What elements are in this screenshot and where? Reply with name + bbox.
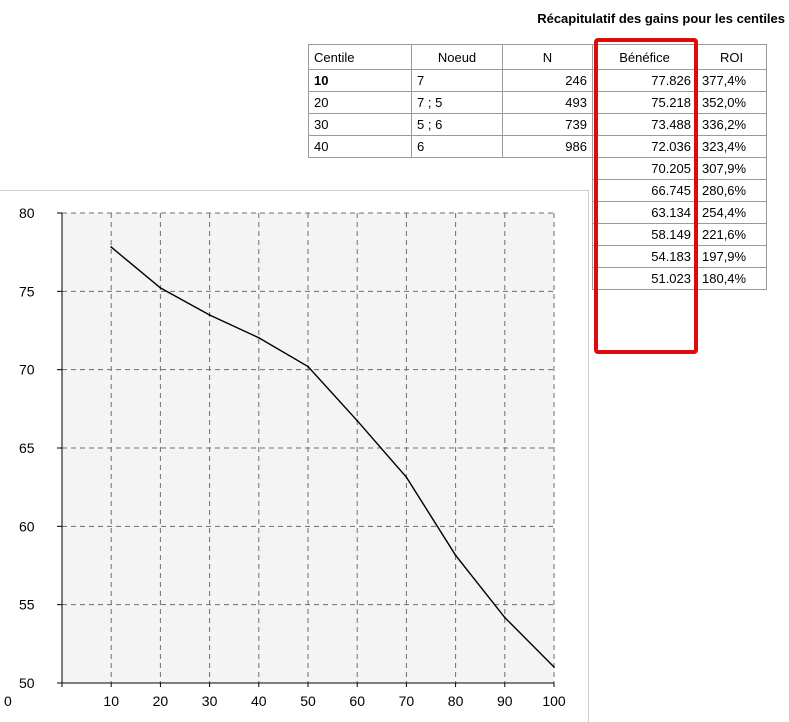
cell-benefice: 70.205 [592, 157, 697, 180]
x-tick-label: 30 [202, 693, 218, 709]
y-tick-label: 65 [19, 440, 35, 456]
cell-benefice: 77.826 [592, 69, 697, 92]
cell-roi: 377,4% [696, 69, 767, 92]
table-row: 30 5 ; 6 739 73.488 336,2% [308, 113, 767, 136]
y-tick-label: 60 [19, 518, 35, 534]
x-tick-label: 90 [497, 693, 513, 709]
y-tick-label: 75 [19, 283, 35, 299]
header-roi: ROI [696, 44, 767, 70]
x-tick-label: 70 [399, 693, 415, 709]
cell-roi: 307,9% [696, 157, 767, 180]
y-tick-label: 70 [19, 362, 35, 378]
cell-n [503, 158, 593, 180]
cell-benefice: 66.745 [592, 179, 697, 202]
data-point [307, 365, 309, 368]
x-tick-label: 40 [251, 693, 267, 709]
cell-benefice: 54.183 [592, 245, 697, 268]
cell-benefice: 63.134 [592, 201, 697, 224]
table-row: 40 6 986 72.036 323,4% [308, 135, 767, 158]
table-row: 66.745 280,6% [309, 179, 767, 202]
line-chart: 0 10 20 30 40 50 60 70 80 90 100 50 55 60 65 70 75 80 [4, 205, 566, 709]
cell-noeud: 7 [411, 69, 503, 92]
y-tick-label: 80 [19, 205, 35, 221]
table-row: 70.205 307,9% [309, 157, 767, 180]
data-point [159, 287, 162, 289]
x-tick-label: 80 [448, 693, 464, 709]
table-row: 10 7 246 77.826 377,4% [308, 69, 767, 92]
cell-n: 246 [502, 69, 593, 92]
header-n: N [502, 44, 593, 70]
cell-noeud: 5 ; 6 [411, 113, 503, 136]
cell-benefice: 51.023 [592, 267, 697, 290]
data-point [405, 476, 408, 479]
cell-benefice: 72.036 [592, 135, 697, 158]
cell-roi: 221,6% [696, 223, 767, 246]
cell-noeud: 7 ; 5 [411, 91, 503, 114]
x-tick-label: 20 [153, 693, 169, 709]
cell-roi: 197,9% [696, 245, 767, 268]
gains-table: Centile Noeud N Bénéfice ROI 10 7 246 77.82… [308, 44, 767, 290]
cell-noeud [412, 158, 503, 180]
cell-roi: 180,4% [696, 267, 767, 290]
cell-centile: 10 [308, 69, 412, 92]
cell-benefice: 75.218 [592, 91, 697, 114]
series-line [110, 246, 555, 668]
x-tick-label: 10 [103, 693, 119, 709]
header-benefice: Bénéfice [592, 44, 697, 70]
cell-n: 739 [502, 113, 593, 136]
data-point [454, 554, 457, 557]
data-point [553, 666, 555, 668]
cell-roi: 323,4% [696, 135, 767, 158]
cell-n: 986 [502, 135, 593, 158]
data-point [110, 246, 113, 248]
data-point [356, 419, 359, 422]
data-point [257, 336, 260, 339]
table-header-row: Centile Noeud N Bénéfice ROI [308, 44, 767, 70]
cell-n: 493 [502, 91, 593, 114]
cell-centile: 20 [308, 91, 412, 114]
x-tick-label: 50 [300, 693, 316, 709]
cell-centile: 40 [308, 135, 412, 158]
data-point [208, 314, 211, 316]
cell-benefice: 58.149 [592, 223, 697, 246]
cell-roi: 254,4% [696, 201, 767, 224]
x-tick-label: 0 [4, 693, 12, 709]
y-tick-label: 50 [19, 675, 35, 691]
header-noeud: Noeud [411, 44, 503, 70]
table-row: 20 7 ; 5 493 75.218 352,0% [308, 91, 767, 114]
x-tick-label: 100 [542, 693, 566, 709]
table-title: Récapitulatif des gains pour les centile… [537, 11, 785, 26]
cell-centile: 30 [308, 113, 412, 136]
header-centile: Centile [308, 44, 412, 70]
table-row: 54.183 197,9% [309, 245, 767, 268]
cell-noeud: 6 [411, 135, 503, 158]
cell-benefice: 73.488 [592, 113, 697, 136]
y-tick-label: 55 [19, 597, 35, 613]
cell-roi: 336,2% [696, 113, 767, 136]
cell-roi: 352,0% [696, 91, 767, 114]
x-tick-label: 60 [349, 693, 365, 709]
cell-centile [309, 158, 412, 180]
cell-roi: 280,6% [696, 179, 767, 202]
data-point [503, 616, 506, 619]
table-row: 51.023 180,4% [309, 267, 767, 290]
